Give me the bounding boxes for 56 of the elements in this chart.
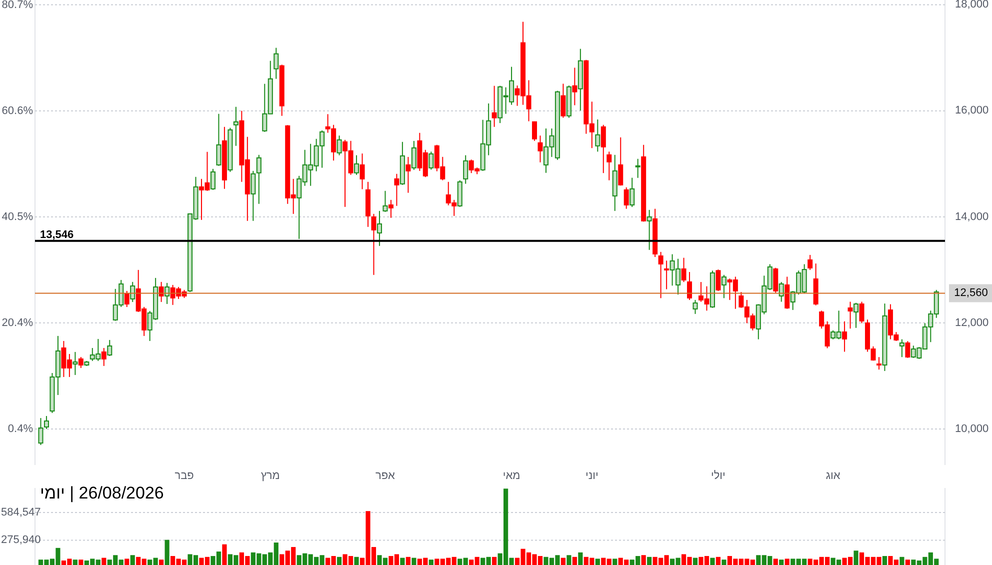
bar — [566, 555, 572, 565]
y-tick-label: 14,000 — [955, 210, 989, 223]
bar — [641, 555, 646, 565]
y2-tick-label: 0.4% — [8, 422, 34, 435]
bar — [905, 560, 910, 565]
x-tick-label: יולי — [711, 470, 726, 482]
y2-tick-label: 20.4% — [2, 317, 34, 330]
y-tick-label: 18,000 — [955, 0, 989, 11]
y-tick-label: 12,000 — [955, 316, 989, 329]
x-tick-label: פבר — [174, 470, 194, 482]
bar — [612, 558, 618, 565]
bar — [854, 550, 858, 565]
bar — [130, 555, 135, 565]
bar — [572, 556, 577, 565]
bar — [78, 560, 84, 565]
bar — [222, 544, 227, 565]
x-tick-label: מרץ — [260, 470, 280, 482]
bar — [716, 556, 721, 565]
x-tick-label: אוג — [826, 470, 840, 482]
bar — [882, 556, 888, 565]
bar — [72, 560, 78, 565]
bar — [647, 556, 652, 565]
x-tick-label: אפר — [375, 470, 396, 482]
bar — [428, 560, 434, 565]
bar — [773, 558, 778, 565]
y-tick-label: 16,000 — [955, 104, 989, 117]
bar — [560, 558, 566, 565]
x-tick-label: יוני — [585, 470, 598, 482]
bar — [102, 558, 106, 565]
bar — [692, 558, 698, 565]
ref-line-label: 12,560 — [954, 287, 988, 300]
annotation: 26/08/2026 | יומי — [40, 483, 164, 502]
bar — [722, 560, 726, 565]
y-tick-label: 10,000 — [955, 422, 989, 435]
bar — [784, 558, 790, 565]
bar — [779, 560, 784, 565]
bar — [336, 556, 342, 565]
y2-tick-label: 40.5% — [2, 211, 34, 224]
bar — [406, 556, 410, 565]
bar — [578, 552, 583, 565]
bar — [900, 556, 904, 565]
bar — [354, 556, 359, 565]
bar — [412, 558, 416, 565]
y-tick-label: 584,547 — [1, 506, 41, 518]
bar — [710, 558, 715, 565]
bar — [159, 560, 164, 565]
y2-tick-label: 60.6% — [2, 104, 34, 117]
bar — [164, 540, 170, 565]
y-tick-label: 275,940 — [1, 534, 41, 546]
bar — [595, 558, 600, 565]
bar — [400, 558, 405, 565]
y2-tick-label: 80.7% — [2, 0, 34, 11]
bar — [492, 556, 497, 565]
x-tick-label: מאי — [502, 470, 520, 482]
bar — [124, 558, 130, 565]
ref-line-label: 13,546 — [40, 228, 74, 241]
